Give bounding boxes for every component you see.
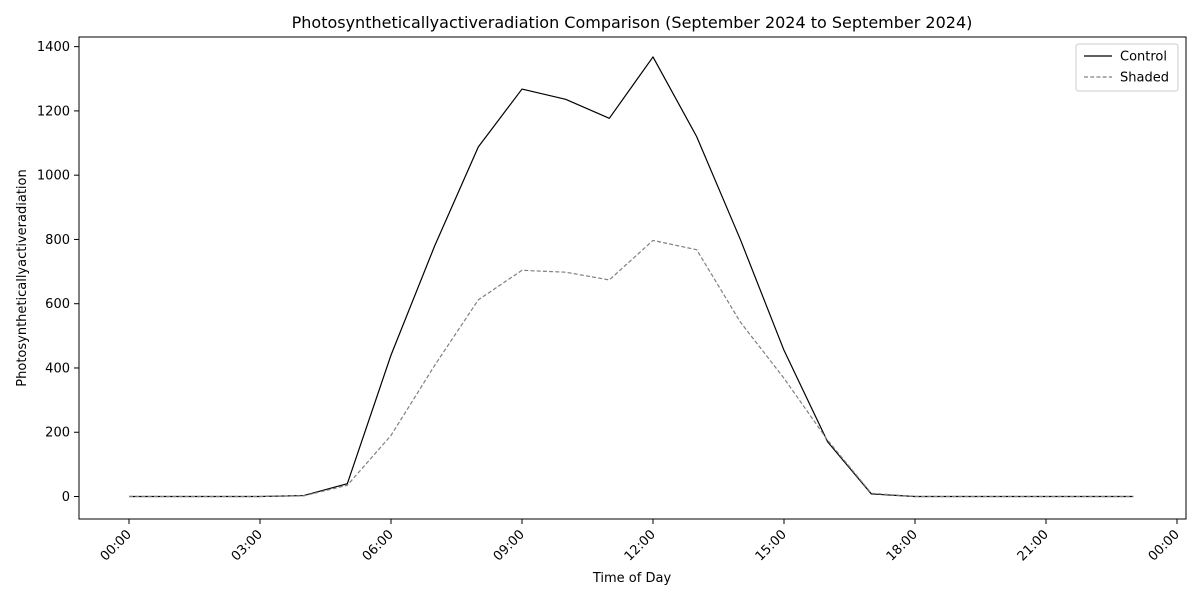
y-tick-label: 200 [45, 426, 70, 441]
y-tick-label: 600 [45, 297, 70, 312]
legend-label-shaded: Shaded [1120, 71, 1169, 86]
y-axis-label: Photosyntheticallyactiveradiation [15, 169, 30, 386]
legend-label-control: Control [1120, 50, 1167, 65]
plot-frame [78, 36, 1187, 520]
y-tick-label: 800 [45, 233, 70, 248]
chart-title: Photosyntheticallyactiveradiation Compar… [292, 13, 973, 32]
y-tick-label: 1000 [37, 169, 70, 184]
y-tick-label: 0 [62, 490, 70, 505]
plot-area [129, 56, 1134, 498]
legend: Control Shaded [1075, 43, 1179, 92]
x-axis-label: Time of Day [592, 571, 672, 586]
y-tick-label: 1400 [37, 40, 70, 55]
y-tick-label: 1200 [37, 104, 70, 119]
y-tick-label: 400 [45, 361, 70, 376]
series-line-shaded [129, 239, 1134, 498]
